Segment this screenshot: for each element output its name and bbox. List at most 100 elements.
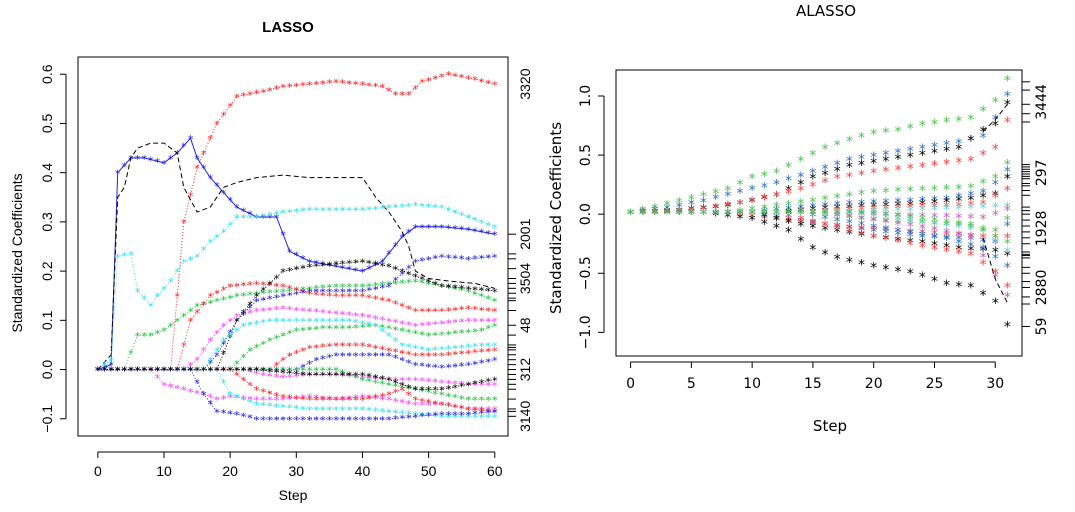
series-18-point: * xyxy=(260,400,267,413)
series-16-point: * xyxy=(194,388,201,401)
series-18-point: * xyxy=(472,411,479,424)
series-13-point: * xyxy=(346,350,353,363)
series-20-point: * xyxy=(438,384,445,397)
series-1-point: * xyxy=(432,73,439,86)
series-10-point: * xyxy=(386,323,393,336)
series-19-point: * xyxy=(991,235,999,251)
series-6-point: * xyxy=(134,365,141,378)
series-9-point: * xyxy=(821,207,829,223)
series-18-point: * xyxy=(845,211,853,227)
series-7-point: * xyxy=(955,194,963,210)
series-5-line xyxy=(97,280,495,371)
series-4-point: * xyxy=(379,203,386,216)
series-11-point: * xyxy=(114,365,121,378)
y-tick-label: 0.5 xyxy=(578,144,594,166)
series-15-point: * xyxy=(882,262,890,278)
series-5-point: * xyxy=(180,310,187,323)
series-2-point: * xyxy=(784,174,792,190)
series-15-point: * xyxy=(809,243,817,259)
series-20-point: * xyxy=(942,216,950,232)
series-4-point: * xyxy=(233,212,240,225)
series-7-point: * xyxy=(967,193,975,209)
series-4-point: * xyxy=(882,164,890,180)
series-19-point: * xyxy=(114,365,121,378)
series-5-point: * xyxy=(626,207,634,223)
series-12-point: * xyxy=(339,340,346,353)
series-20-point: * xyxy=(101,365,108,378)
series-9-point: * xyxy=(724,207,732,223)
series-20-point: * xyxy=(638,207,646,223)
series-8-point: * xyxy=(128,365,135,378)
series-1-point: * xyxy=(748,172,756,188)
series-7-point: * xyxy=(101,365,108,378)
series-8-point: * xyxy=(161,365,168,378)
series-4-point: * xyxy=(386,202,393,215)
series-14-point: * xyxy=(784,216,792,232)
series-12-point: * xyxy=(326,341,333,354)
series-4-point: * xyxy=(894,163,902,179)
series-11-point: * xyxy=(286,315,293,328)
series-14-point: * xyxy=(724,207,732,223)
series-20-point: * xyxy=(386,374,393,387)
series-13-point: * xyxy=(918,227,926,243)
series-13-point: * xyxy=(412,360,419,373)
series-1-point: * xyxy=(346,78,353,91)
series-4-point: * xyxy=(94,365,101,378)
series-12-point: * xyxy=(266,365,273,378)
series-13-point: * xyxy=(894,225,902,241)
series-17-point: * xyxy=(161,365,168,378)
lasso-x-label: Step xyxy=(279,487,308,503)
series-1-point: * xyxy=(675,195,683,211)
series-12-point: * xyxy=(247,365,254,378)
series-18-point: * xyxy=(253,399,260,412)
series-17-point: * xyxy=(167,365,174,378)
series-7-point: * xyxy=(748,207,756,223)
series-11-point: * xyxy=(651,207,659,223)
series-12-point: * xyxy=(445,349,452,362)
series-19-point: * xyxy=(253,414,260,427)
series-7-point: * xyxy=(134,365,141,378)
series-9-point: * xyxy=(114,365,121,378)
series-12-point: * xyxy=(313,342,320,355)
series-17-point: * xyxy=(711,207,719,223)
series-10-point: * xyxy=(306,324,313,337)
series-16-point: * xyxy=(346,393,353,406)
series-15-point: * xyxy=(930,274,938,290)
series-12-point: * xyxy=(465,347,472,360)
x-tick-label: 10 xyxy=(743,376,761,392)
series-20-point: * xyxy=(772,207,780,223)
series-20-point: * xyxy=(286,368,293,381)
series-14-point: * xyxy=(491,379,498,392)
series-5-point: * xyxy=(372,280,379,293)
series-16-point: * xyxy=(280,394,287,407)
series-5-point: * xyxy=(438,281,445,294)
series-17-point: * xyxy=(845,217,853,233)
series-14-point: * xyxy=(280,372,287,385)
series-9-point: * xyxy=(319,260,326,273)
series-17-point: * xyxy=(333,394,340,407)
series-20-point: * xyxy=(979,225,987,241)
series-16-point: * xyxy=(458,403,465,416)
series-13-point: * xyxy=(333,350,340,363)
series-14-point: * xyxy=(227,365,234,378)
series-18-point: * xyxy=(955,229,963,245)
series-15-point: * xyxy=(339,367,346,380)
series-6-point: * xyxy=(101,365,108,378)
series-18-point: * xyxy=(114,365,121,378)
series-3-point: * xyxy=(857,158,865,174)
series-1-point: * xyxy=(869,127,877,143)
series-8-point: * xyxy=(412,256,419,269)
series-6-point: * xyxy=(386,315,393,328)
series-16-point: * xyxy=(114,365,121,378)
series-15-point: * xyxy=(1003,320,1011,336)
series-17-point: * xyxy=(379,390,386,403)
series-6: * * * * * * * * * * * * * * * ***** * * * * * * * * * * * * * * * * * * * *… xyxy=(94,303,498,378)
series-19: * * * * * * * * * * * * * * * * * * * * * * * * * * * * * *** xyxy=(626,207,1011,261)
series-18-point: * xyxy=(280,402,287,415)
series-19-point: * xyxy=(485,407,492,420)
series-5-point: * xyxy=(161,325,168,338)
series-3-point: * xyxy=(1003,97,1011,113)
series-16-point: * xyxy=(101,365,108,378)
series-19-point: * xyxy=(121,365,128,378)
series-17-point: * xyxy=(736,207,744,223)
